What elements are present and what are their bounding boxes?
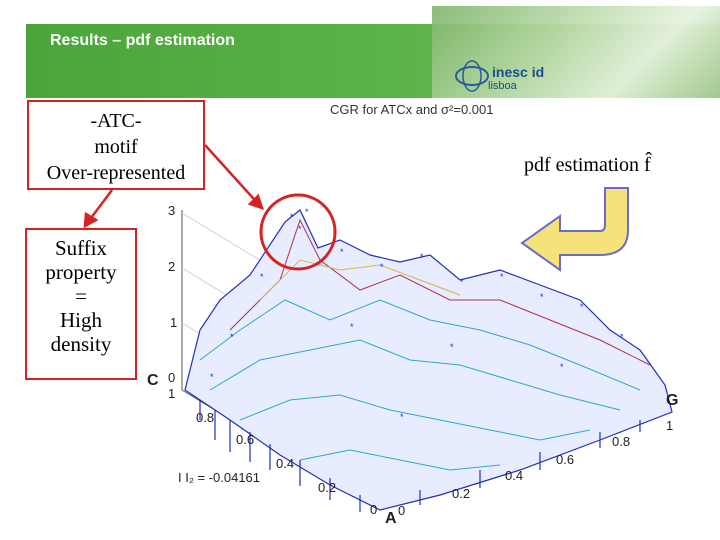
svg-text:*: * [400, 412, 404, 422]
corner-label-a: A [385, 510, 397, 527]
pdf-estimation-label: pdf estimation f̂ [524, 154, 651, 176]
peak-highlight-circle [259, 193, 337, 271]
svg-text:*: * [260, 272, 264, 282]
svg-text:*: * [290, 212, 294, 222]
right-tick-0.2: 0.2 [452, 486, 471, 501]
svg-text:*: * [540, 292, 544, 302]
suffix-callout-box: Suffix property = High density [25, 228, 137, 380]
pdf-surface [184, 209, 673, 511]
logo-name: inesc id [492, 64, 545, 80]
suffix-line-4: High [60, 308, 102, 332]
logo-sub: lisboa [488, 80, 517, 92]
suffix-line-1: Suffix [54, 236, 108, 260]
slide-title: Results – pdf estimation [50, 32, 235, 49]
svg-text:*: * [298, 224, 302, 234]
right-tick-1: 1 [666, 418, 674, 433]
atc-line-1: -ATC- [90, 110, 142, 132]
right-tick-0.8: 0.8 [612, 434, 631, 449]
svg-text:*: * [620, 332, 624, 342]
atc-callout-box: -ATC- motif Over-represented [27, 100, 205, 190]
suffix-line-5: density [50, 332, 112, 356]
right-tick-0.4: 0.4 [505, 468, 524, 483]
surface-spikes [199, 400, 641, 512]
left-tick-0.6: 0.6 [236, 432, 255, 447]
suffix-line-2: property [45, 260, 117, 284]
plot-title: CGR for ATCx and σ²=0.001 [330, 102, 494, 117]
svg-text:*: * [460, 277, 464, 287]
right-tick-0: 0 [398, 503, 406, 518]
svg-text:*: * [305, 207, 309, 217]
z-tick-0: 0 [168, 370, 176, 385]
svg-text:*: * [420, 252, 424, 262]
left-tick-0.4: 0.4 [276, 456, 295, 471]
svg-text:*: * [580, 302, 584, 312]
svg-text:*: * [500, 272, 504, 282]
yellow-curved-arrow [520, 187, 629, 272]
surface-mesh [199, 218, 651, 471]
svg-text:*: * [560, 362, 564, 372]
atc-line-2: motif [94, 136, 138, 158]
left-tick-0.2: 0.2 [318, 480, 337, 495]
left-tick-0: 0 [370, 502, 378, 517]
corner-label-c: C [147, 372, 159, 389]
plot-annotation: I I₂ = -0.04161 [178, 470, 261, 485]
corner-label-g: G [666, 392, 679, 409]
z-tick-2: 2 [168, 259, 176, 274]
right-tick-0.6: 0.6 [556, 452, 575, 467]
inesc-id-logo: inesc id lisboa [452, 56, 562, 96]
slide-header: Results – pdf estimation inesc id lisboa [0, 0, 720, 98]
svg-text:*: * [340, 247, 344, 257]
svg-text:*: * [380, 262, 384, 272]
suffix-line-3: = [75, 284, 87, 308]
z-tick-3: 3 [168, 203, 176, 218]
left-tick-0.8: 0.8 [196, 410, 215, 425]
svg-text:*: * [210, 372, 214, 382]
svg-text:*: * [350, 322, 354, 332]
svg-text:*: * [230, 332, 234, 342]
atc-line-3: Over-represented [46, 162, 186, 184]
z-tick-1: 1 [170, 315, 178, 330]
left-tick-1: 1 [168, 386, 176, 401]
callout-arrows [83, 144, 264, 229]
svg-text:*: * [450, 342, 454, 352]
logo-swirl-icon [455, 60, 489, 92]
sample-stars: *** *** ** * *** *** *** [210, 207, 624, 422]
